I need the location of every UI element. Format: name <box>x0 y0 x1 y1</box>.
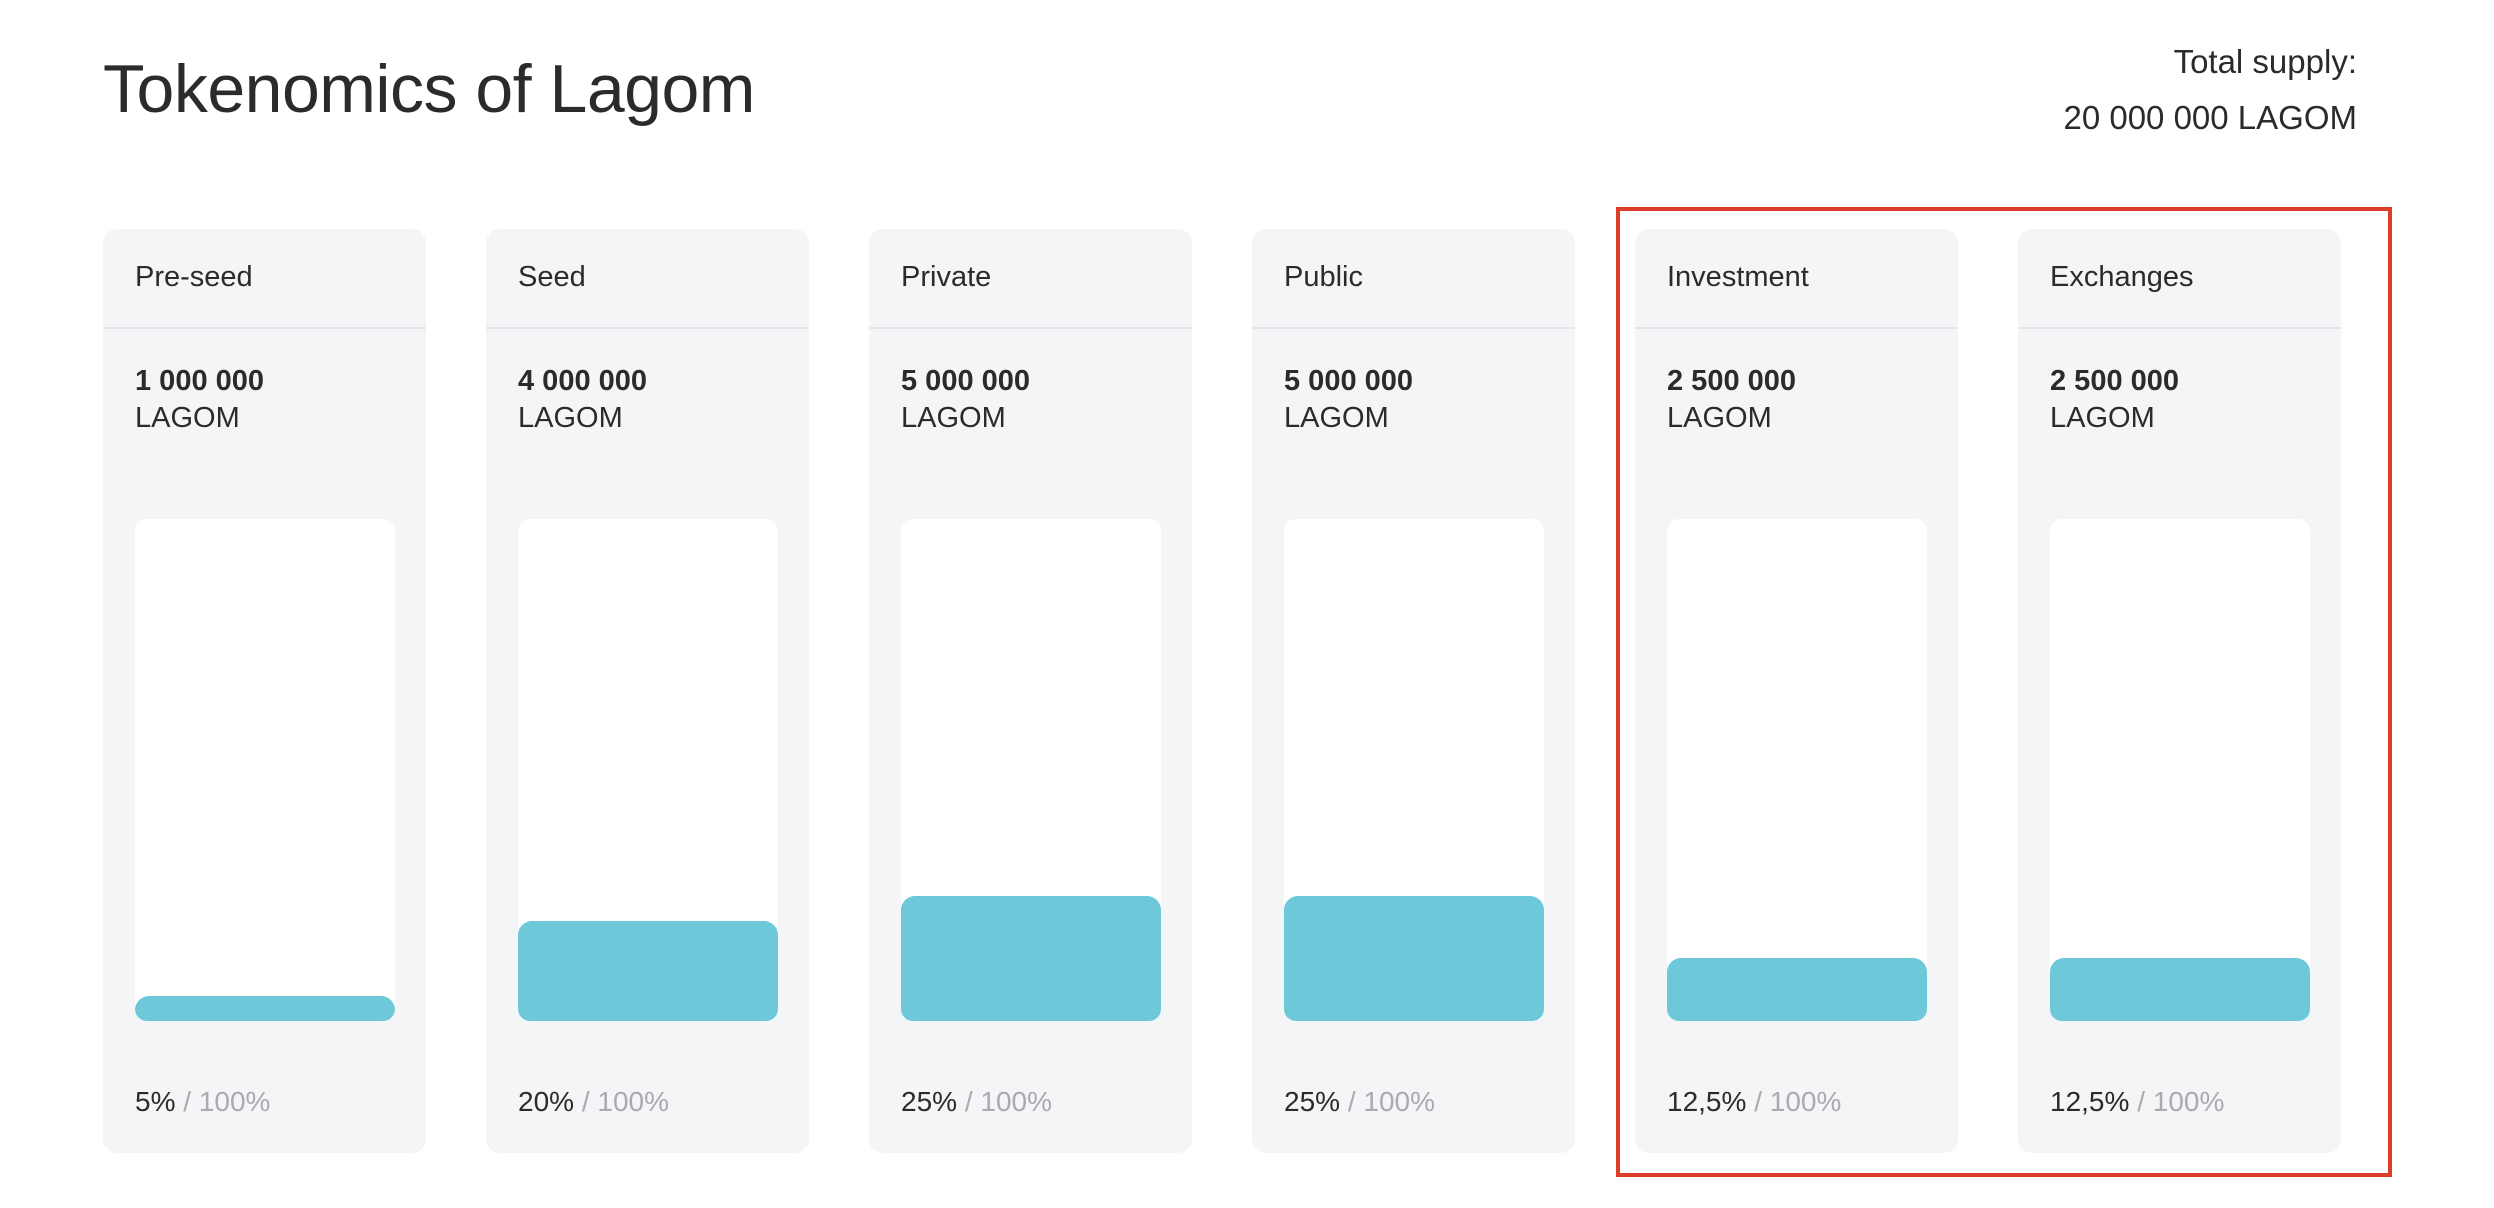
allocation-bar-fill <box>1284 895 1544 1021</box>
card-percent: 25% / 100% <box>901 1086 1052 1118</box>
allocation-bar-track <box>1667 519 1927 1021</box>
card-label: Investment <box>1635 229 1958 329</box>
card-percent: 20% / 100% <box>518 1086 669 1118</box>
percent-value: 25% <box>901 1086 958 1117</box>
card-percent: 25% / 100% <box>1284 1086 1435 1118</box>
card-unit: LAGOM <box>901 402 1006 434</box>
allocation-card-pre-seed: Pre-seed 1 000 000 LAGOM 5% / 100% <box>103 229 426 1153</box>
total-supply: Total supply: 20 000 000 LAGOM <box>2063 34 2357 146</box>
percent-total: 100% <box>597 1086 670 1117</box>
percent-separator: / <box>1347 1086 1356 1117</box>
allocation-bar-fill <box>135 995 395 1021</box>
card-unit: LAGOM <box>135 402 240 434</box>
card-amount: 2 500 000 <box>2050 365 2180 397</box>
percent-total: 100% <box>980 1086 1053 1117</box>
percent-total: 100% <box>1363 1086 1436 1117</box>
page-title: Tokenomics of Lagom <box>103 51 755 127</box>
total-supply-label: Total supply: <box>2173 43 2357 80</box>
card-percent: 5% / 100% <box>135 1086 270 1118</box>
card-unit: LAGOM <box>1284 402 1389 434</box>
allocation-cards: Pre-seed 1 000 000 LAGOM 5% / 100% Seed … <box>103 229 2357 1153</box>
percent-value: 12,5% <box>1667 1086 1747 1117</box>
percent-total: 100% <box>198 1086 271 1117</box>
allocation-bar-fill <box>518 920 778 1021</box>
allocation-bar-track <box>2050 519 2310 1021</box>
percent-separator: / <box>183 1086 192 1117</box>
card-amount: 5 000 000 <box>1284 365 1414 397</box>
allocation-card-seed: Seed 4 000 000 LAGOM 20% / 100% <box>486 229 809 1153</box>
percent-total: 100% <box>2152 1086 2225 1117</box>
allocation-bar-track <box>901 519 1161 1021</box>
allocation-card-exchanges: Exchanges 2 500 000 LAGOM 12,5% / 100% <box>2018 229 2341 1153</box>
card-label: Seed <box>486 229 809 329</box>
percent-value: 25% <box>1284 1086 1341 1117</box>
card-percent: 12,5% / 100% <box>2050 1086 2224 1118</box>
percent-separator: / <box>2137 1086 2145 1117</box>
percent-value: 5% <box>135 1086 176 1117</box>
percent-value: 12,5% <box>2050 1086 2130 1117</box>
card-label: Exchanges <box>2018 229 2341 329</box>
card-label: Private <box>869 229 1192 329</box>
allocation-bar-track <box>135 519 395 1021</box>
card-amount: 1 000 000 <box>135 365 265 397</box>
percent-value: 20% <box>518 1086 575 1117</box>
card-amount: 4 000 000 <box>518 365 648 397</box>
allocation-bar-track <box>518 519 778 1021</box>
percent-separator: / <box>964 1086 973 1117</box>
total-supply-value: 20 000 000 LAGOM <box>2063 99 2357 136</box>
card-percent: 12,5% / 100% <box>1667 1086 1841 1118</box>
card-unit: LAGOM <box>1667 402 1772 434</box>
percent-separator: / <box>1754 1086 1762 1117</box>
allocation-bar-fill <box>2050 958 2310 1021</box>
card-unit: LAGOM <box>2050 402 2155 434</box>
percent-total: 100% <box>1769 1086 1842 1117</box>
card-label: Pre-seed <box>103 229 426 329</box>
percent-separator: / <box>581 1086 590 1117</box>
card-label: Public <box>1252 229 1575 329</box>
allocation-bar-fill <box>1667 958 1927 1021</box>
highlight-box <box>1616 207 2392 1177</box>
card-amount: 2 500 000 <box>1667 365 1797 397</box>
allocation-card-private: Private 5 000 000 LAGOM 25% / 100% <box>869 229 1192 1153</box>
allocation-bar-fill <box>901 895 1161 1021</box>
card-unit: LAGOM <box>518 402 623 434</box>
allocation-card-public: Public 5 000 000 LAGOM 25% / 100% <box>1252 229 1575 1153</box>
card-amount: 5 000 000 <box>901 365 1031 397</box>
allocation-bar-track <box>1284 519 1544 1021</box>
allocation-card-investment: Investment 2 500 000 LAGOM 12,5% / 100% <box>1635 229 1958 1153</box>
